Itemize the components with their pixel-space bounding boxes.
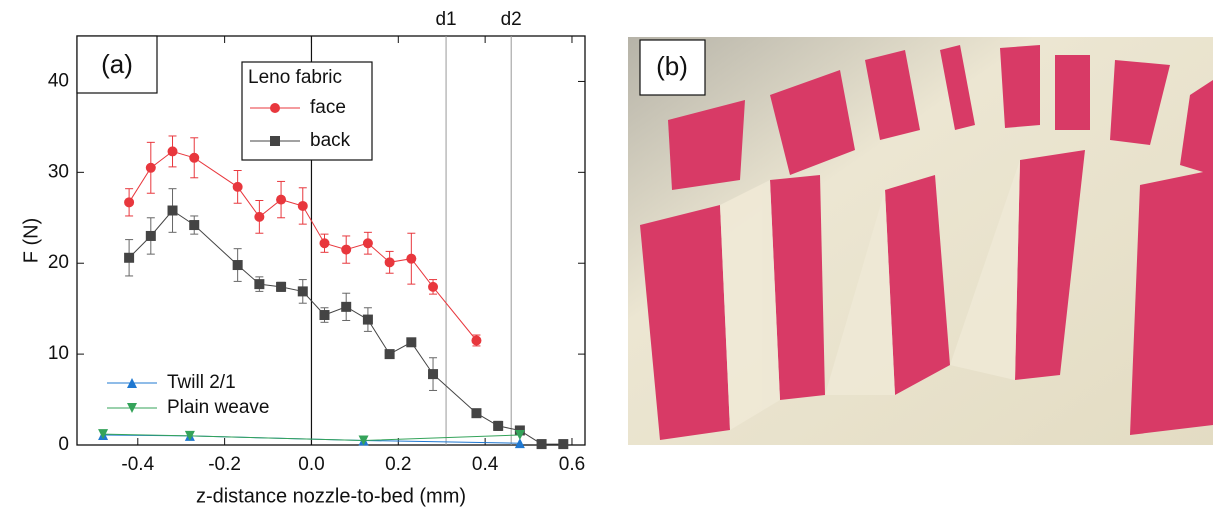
photo-overlaps — [720, 160, 1020, 430]
panel-label-box — [639, 39, 706, 96]
series — [124, 188, 569, 450]
x-tick-label: -0.4 — [121, 454, 154, 475]
marker — [493, 420, 504, 431]
marker — [232, 181, 243, 192]
photo: (b) — [628, 37, 1213, 445]
legend-label[interactable]: Twill 2/1 — [167, 372, 236, 393]
legend-label[interactable]: face — [310, 97, 346, 118]
marker — [124, 252, 135, 263]
marker — [362, 238, 373, 249]
marker — [145, 162, 156, 173]
photo-stripes — [640, 45, 1213, 440]
legend-marker — [270, 103, 280, 113]
marker — [406, 253, 417, 264]
x-tick-label: -0.2 — [208, 454, 241, 475]
marker — [341, 244, 352, 255]
plot-frame — [76, 35, 586, 446]
marker — [558, 439, 569, 450]
marker — [254, 211, 265, 222]
legend-label[interactable]: Plain weave — [167, 397, 269, 418]
marker — [319, 238, 330, 249]
x-tick-label: 0.4 — [472, 454, 499, 475]
marker — [184, 430, 195, 441]
y-tick-label: 30 — [48, 161, 69, 182]
marker — [362, 314, 373, 325]
marker — [98, 429, 109, 440]
marker — [428, 369, 439, 380]
marker — [189, 220, 200, 231]
y-tick-label: 10 — [48, 343, 69, 364]
marker — [254, 279, 265, 290]
y-tick-label: 20 — [48, 252, 69, 273]
reference-label: d2 — [501, 9, 522, 30]
series — [98, 429, 525, 446]
marker — [514, 438, 525, 449]
plot: -0.4 -0.2 0.0 0.2 0.4 0.6 0 10 20 30 40 z-distance … — [20, 9, 586, 507]
marker — [167, 146, 178, 157]
legend-marker — [270, 136, 280, 146]
x-tick-label: 0.6 — [559, 454, 585, 475]
y-axis-label: F (N) — [20, 218, 42, 264]
marker — [276, 281, 287, 292]
series — [124, 135, 482, 347]
marker — [514, 430, 525, 441]
marker — [536, 439, 547, 450]
x-tick-label: 0.0 — [298, 454, 324, 475]
series-line — [128, 150, 477, 341]
marker — [167, 205, 178, 216]
marker — [145, 230, 156, 241]
marker — [428, 281, 439, 292]
marker — [297, 286, 308, 297]
y-tick-label: 40 — [48, 70, 69, 91]
marker — [341, 301, 352, 312]
marker — [358, 435, 369, 446]
legend-marker — [127, 378, 137, 388]
marker — [471, 408, 482, 419]
y-tick-label: 0 — [58, 434, 69, 455]
marker — [189, 152, 200, 163]
marker — [384, 257, 395, 268]
legend-label[interactable]: back — [310, 130, 351, 151]
series-line — [103, 433, 520, 442]
panel-label: (a) — [101, 49, 133, 79]
panel-label-box — [76, 35, 158, 94]
marker — [124, 197, 135, 208]
marker — [232, 260, 243, 271]
marker — [471, 335, 482, 346]
marker — [276, 194, 287, 205]
x-tick-label: 0.2 — [385, 454, 411, 475]
panel-label: (b) — [656, 51, 688, 81]
reference-label: d1 — [435, 9, 456, 30]
legend-title: Leno fabric — [248, 67, 342, 88]
marker — [384, 349, 395, 360]
legend-box — [241, 61, 373, 161]
marker — [406, 337, 417, 348]
marker — [319, 310, 330, 321]
x-axis-label: z-distance nozzle-to-bed (mm) — [196, 485, 466, 507]
marker — [297, 200, 308, 211]
legend-marker — [127, 403, 137, 413]
